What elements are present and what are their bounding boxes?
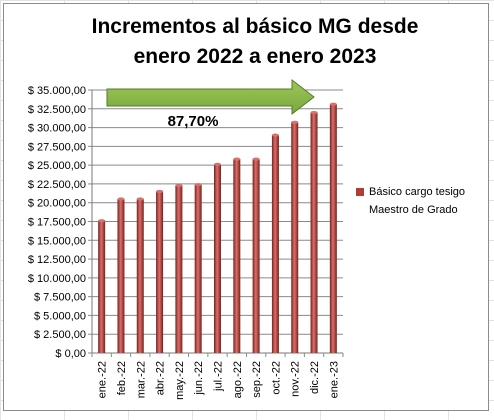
legend: Básico cargo tesigo Maestro de Grado [356, 183, 486, 219]
y-tick-label: $ 0,00 [55, 348, 86, 360]
bar [214, 164, 221, 353]
bar [117, 198, 125, 353]
bar-cap [156, 189, 164, 194]
x-tick-label: jul.-22 [213, 361, 225, 392]
y-tick-label: $ 17.500,00 [28, 217, 86, 229]
chart-title-line-2: enero 2022 a enero 2023 [133, 45, 377, 68]
legend-swatch [356, 188, 364, 196]
growth-percentage-label: 87,70% [168, 113, 219, 130]
x-tick-label: ago.-22 [232, 361, 244, 398]
y-tick-labels: $ 0,00 $ 2.500,00 $ 5.000,00 $ 7.500,00 $ 10… [28, 85, 86, 360]
bar-cap [117, 197, 125, 201]
chart-area[interactable] [3, 3, 489, 411]
y-tick-label: $ 15.000,00 [28, 235, 86, 247]
legend-series-name: Básico cargo tesigo Maestro de Grado [369, 186, 465, 216]
y-tick-label: $ 35.000,00 [28, 85, 86, 97]
bar [136, 198, 144, 353]
bar-cap [291, 120, 299, 124]
y-tick-label: $ 32.500,00 [28, 104, 86, 116]
bar [329, 104, 337, 353]
bar-cap [214, 162, 221, 166]
bar [291, 122, 299, 353]
bar [310, 112, 318, 354]
bar [98, 220, 106, 353]
x-tick-label: may.-22 [174, 361, 186, 400]
y-tick-label: $ 7.500,00 [34, 292, 86, 304]
bar-cap [252, 157, 260, 161]
growth-annotation: 87,70% [106, 78, 315, 130]
x-tick-label: abr.-22 [155, 361, 167, 395]
bars [98, 102, 337, 354]
x-tick-label: ene.-23 [328, 361, 340, 398]
y-tick-label: $ 12.500,00 [28, 254, 86, 266]
y-tick-label: $ 10.000,00 [28, 273, 86, 285]
y-tick-label: $ 27.500,00 [28, 141, 86, 153]
x-tick-label: feb.-22 [116, 361, 128, 395]
bar [194, 184, 202, 353]
y-tick-label: $ 30.000,00 [28, 123, 86, 135]
bar-cap [271, 133, 279, 137]
bar-cap [194, 183, 202, 187]
y-tick-label: $ 22.500,00 [28, 179, 86, 191]
x-tick-labels: ene.-22 feb.-22 mar.-22 abr.-22 may.-22 jun.-… [91, 353, 344, 400]
bar-cap [136, 197, 144, 201]
bar [252, 159, 260, 353]
y-tick-label: $ 25.000,00 [28, 160, 86, 172]
x-tick-label: oct.-22 [270, 361, 282, 395]
chart-title: Incrementos al básico MG desde enero 202… [60, 12, 450, 72]
growth-arrow-icon [106, 78, 315, 116]
y-tick-label: $ 2.500,00 [34, 329, 86, 341]
bar [175, 185, 183, 353]
bar-cap [233, 157, 241, 161]
x-tick-label: mar.-22 [135, 361, 147, 398]
chart-title-line-1: Incrementos al básico MG desde [91, 15, 419, 38]
bar-cap [329, 102, 337, 106]
y-tick-label: $ 5.000,00 [34, 310, 86, 322]
x-tick-label: nov.-22 [290, 361, 302, 397]
x-tick-label: sep.-22 [251, 361, 263, 398]
x-tick-label: ene.-22 [97, 361, 109, 398]
bar-cap [310, 110, 318, 115]
bar-cap [175, 183, 183, 188]
bar [271, 135, 279, 353]
x-tick-label: jun.-22 [193, 361, 205, 396]
bar-cap [98, 219, 106, 223]
x-tick-label: dic.-22 [309, 361, 321, 394]
bar [156, 191, 164, 353]
bar [233, 159, 241, 353]
y-tick-label: $ 20.000,00 [28, 198, 86, 210]
